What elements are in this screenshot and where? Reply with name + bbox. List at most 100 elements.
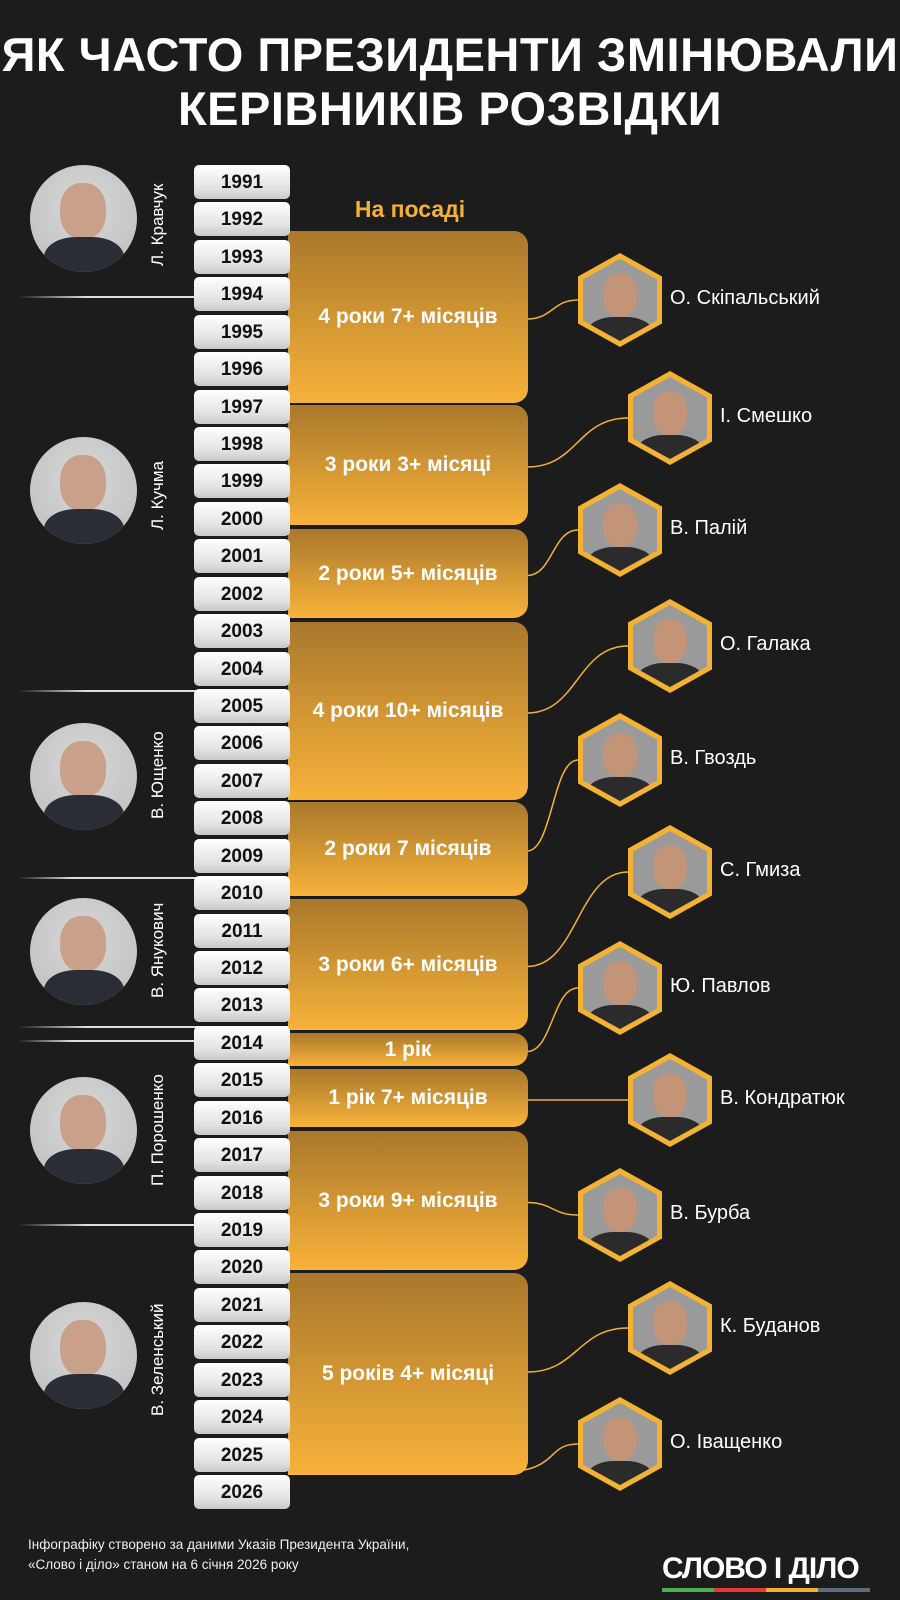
year-box: 2003 <box>194 614 290 649</box>
tenure-label: 1 рік 7+ місяців <box>328 1086 488 1109</box>
year-box: 1999 <box>194 464 290 499</box>
year-box: 2002 <box>194 576 290 611</box>
year-box: 1996 <box>194 352 290 387</box>
tenure-label: 3 роки 3+ місяці <box>324 453 492 476</box>
tenure-bar: 3 роки 6+ місяців <box>288 899 528 1030</box>
president-photo <box>30 898 137 1005</box>
year-box: 2005 <box>194 689 290 724</box>
tenure-bar: 5 років 4+ місяці <box>288 1273 528 1475</box>
footer-line-2: «Слово і діло» станом на 6 січня 2026 ро… <box>28 1557 299 1572</box>
page-title: ЯК ЧАСТО ПРЕЗИДЕНТИ ЗМІНЮВАЛИ КЕРІВНИКІВ… <box>0 28 900 136</box>
connector <box>526 871 629 968</box>
tenure-bar: 2 роки 7 місяців <box>288 802 528 896</box>
person-name: К. Буданов <box>720 1315 821 1337</box>
person-photo <box>628 599 712 693</box>
tenure-bar: 1 рік <box>288 1033 528 1066</box>
title-line-2: КЕРІВНИКІВ РОЗВІДКИ <box>177 82 723 135</box>
logo-bar-segment <box>714 1588 766 1592</box>
tenure-label: 3 роки 6+ місяців <box>318 952 498 976</box>
tenure-label: 2 роки 5+ місяців <box>318 561 498 585</box>
president-term-divider <box>18 690 360 692</box>
year-box: 2009 <box>194 838 290 873</box>
year-box: 1992 <box>194 202 290 237</box>
logo-bar-segment <box>766 1588 818 1592</box>
person-name: В. Кондратюк <box>720 1087 845 1109</box>
president-term-divider <box>18 1026 360 1028</box>
year-box: 2024 <box>194 1400 290 1435</box>
year-box: 2020 <box>194 1250 290 1285</box>
connector <box>526 299 579 320</box>
president-photo <box>30 1077 137 1184</box>
year-box: 2023 <box>194 1362 290 1397</box>
president-term-divider <box>18 877 290 879</box>
footer-note: Інфографіку створено за даними Указів Пр… <box>28 1535 409 1575</box>
year-box: 1995 <box>194 314 290 349</box>
tenure-label: 1 рік <box>384 1037 432 1061</box>
tenure-bar: 4 роки 10+ місяців <box>288 622 528 800</box>
connector <box>526 1201 579 1216</box>
connector <box>526 417 629 468</box>
tenure-label: 4 роки 10+ місяців <box>312 699 504 722</box>
president-term-divider <box>18 1040 290 1042</box>
footer-line-1: Інфографіку створено за даними Указів Пр… <box>28 1537 410 1552</box>
year-box: 2019 <box>194 1213 290 1248</box>
connector <box>526 987 579 1053</box>
tenure-bar: 3 роки 9+ місяців <box>288 1131 528 1270</box>
connector <box>526 759 579 852</box>
year-box: 2016 <box>194 1100 290 1135</box>
year-box: 1994 <box>194 277 290 312</box>
year-box: 2011 <box>194 913 290 948</box>
tenure-label: 3 роки 9+ місяців <box>318 1188 498 1212</box>
year-box: 2004 <box>194 651 290 686</box>
tenure-bar: 4 роки 7+ місяців <box>288 231 528 403</box>
on-post-header: На посаді <box>354 196 466 222</box>
year-box: 2018 <box>194 1175 290 1210</box>
person-photo <box>578 941 662 1035</box>
president-term-divider <box>18 1224 360 1226</box>
tenure-label: 5 років 4+ місяці <box>321 1362 495 1385</box>
tenure-bar: 3 роки 3+ місяці <box>288 405 528 525</box>
connector <box>526 645 629 714</box>
tenure-bar: 1 рік 7+ місяців <box>288 1069 528 1127</box>
person-name: О. Іващенко <box>670 1431 783 1453</box>
person-name: О. Галака <box>720 633 811 655</box>
year-box: 2013 <box>194 988 290 1023</box>
logo-bar-segment <box>662 1588 714 1592</box>
year-box: 2017 <box>194 1138 290 1173</box>
connector <box>526 529 579 577</box>
person-name: В. Бурба <box>670 1202 751 1224</box>
person-name: О. Скіпальський <box>670 287 820 309</box>
year-box: 2008 <box>194 801 290 836</box>
year-box: 2001 <box>194 539 290 574</box>
president-photo <box>30 437 137 544</box>
year-box: 1991 <box>194 165 290 199</box>
president-term-divider <box>18 296 360 298</box>
year-box: 2021 <box>194 1287 290 1322</box>
year-box: 2007 <box>194 763 290 798</box>
year-box: 2012 <box>194 951 290 986</box>
person-name: В. Гвоздь <box>670 747 757 769</box>
tenure-label: 4 роки 7+ місяців <box>318 305 498 328</box>
person-name: Ю. Павлов <box>670 975 771 997</box>
president-photo <box>30 1302 137 1409</box>
year-box: 1998 <box>194 427 290 461</box>
year-box: 2014 <box>194 1025 290 1060</box>
year-box: 2006 <box>194 726 290 761</box>
tenure-bar: 2 роки 5+ місяців <box>288 529 528 618</box>
tenure-label: 2 роки 7 місяців <box>324 837 492 860</box>
president-photo <box>30 165 137 272</box>
year-box: 2025 <box>194 1437 290 1472</box>
logo-color-bar <box>662 1588 870 1592</box>
logo: СЛОВО І ДІЛО <box>662 1552 860 1585</box>
title-line-1: ЯК ЧАСТО ПРЕЗИДЕНТИ ЗМІНЮВАЛИ <box>1 28 899 81</box>
person-name: С. Гмиза <box>720 859 801 881</box>
connector <box>526 1327 629 1373</box>
year-box: 1993 <box>194 239 290 274</box>
president-photo <box>30 723 137 830</box>
year-box: 2015 <box>194 1063 290 1098</box>
year-box: 1997 <box>194 389 290 424</box>
year-box: 2010 <box>194 876 290 911</box>
year-box: 2000 <box>194 501 290 536</box>
person-name: В. Палій <box>670 517 748 539</box>
